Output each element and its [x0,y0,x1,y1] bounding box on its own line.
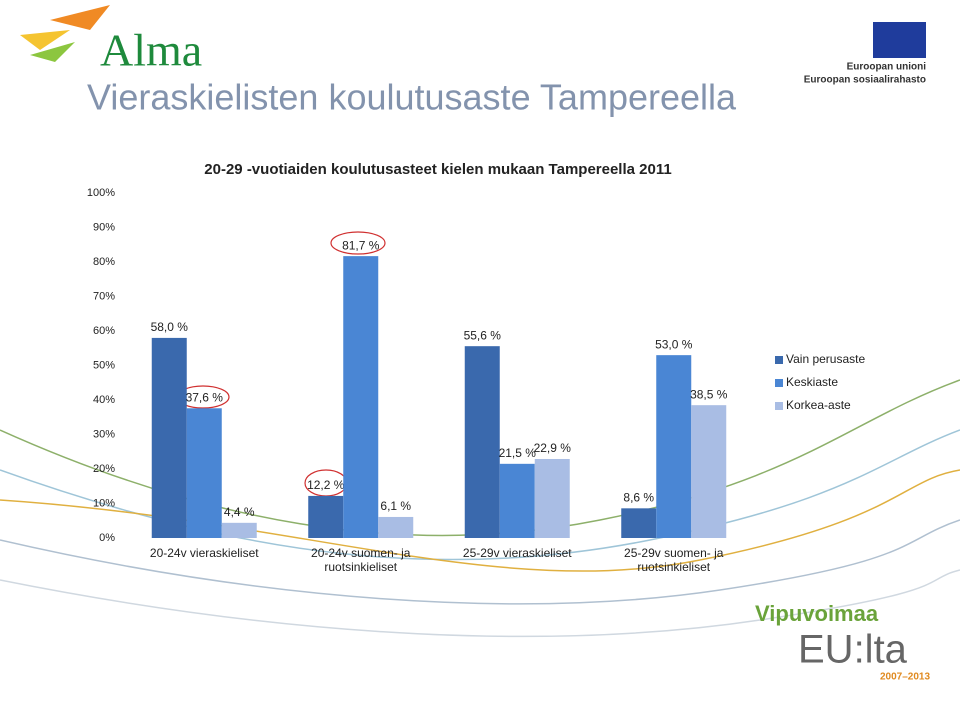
y-tick-label: 10% [93,497,115,509]
bar [656,355,692,538]
y-tick-label: 80% [93,256,115,268]
legend-label: Korkea-aste [786,398,851,412]
y-tick-label: 40% [93,394,115,406]
y-tick-label: 60% [93,325,115,337]
y-tick-label: 50% [93,359,115,371]
value-label: 4,4 % [224,505,255,519]
chart-title: 20-29 -vuotiaiden koulutusasteet kielen … [204,161,671,178]
slide-title: Vieraskielisten koulutusaste Tampereella [87,77,737,118]
bar [499,463,535,538]
bar [186,408,222,538]
alma-bird [20,5,110,62]
y-tick-label: 100% [87,187,115,199]
bar [343,256,379,538]
x-tick-label: 20-24v suomen- ja ruotsinkieliset [311,546,411,574]
bar [464,346,500,538]
bar [151,337,187,538]
x-tick-label: 20-24v vieraskieliset [149,546,259,560]
value-label: 37,6 % [186,390,224,404]
value-label: 81,7 % [342,238,380,252]
x-tick-label: 25-29v vieraskieliset [462,546,572,560]
legend-swatch [775,402,783,410]
logo-right-line: Euroopan unioni [847,62,927,73]
value-label: 21,5 % [499,446,537,460]
value-label: 22,9 % [534,441,572,455]
bar [691,405,727,538]
y-tick-label: 70% [93,290,115,302]
y-tick-label: 90% [93,221,115,233]
bar [221,522,257,538]
y-tick-label: 0% [99,532,115,544]
value-label: 8,6 % [623,491,654,505]
logo-left: Alma [100,25,202,76]
legend-label: Vain perusaste [786,352,865,366]
legend-swatch [775,379,783,387]
bar [621,508,657,538]
value-label: 12,2 % [307,478,345,492]
bar [378,516,414,538]
logo-bottom: 2007–2013 [880,672,930,683]
x-tick-label: 25-29v suomen- ja ruotsinkieliset [624,546,724,574]
y-tick-label: 20% [93,463,115,475]
logo-bottom: EU:lta [798,628,908,672]
value-label: 6,1 % [380,499,411,513]
value-label: 38,5 % [690,387,728,401]
logo-right-line: Euroopan sosiaalirahasto [804,75,926,86]
value-label: 53,0 % [655,337,693,351]
logo-bottom: Vipuvoimaa [755,601,879,626]
legend-swatch [775,356,783,364]
legend-label: Keskiaste [786,375,838,389]
y-tick-label: 30% [93,428,115,440]
bar [308,495,344,538]
eu-flag [873,22,926,58]
value-label: 58,0 % [151,320,189,334]
value-label: 55,6 % [464,328,502,342]
bar [534,458,570,538]
